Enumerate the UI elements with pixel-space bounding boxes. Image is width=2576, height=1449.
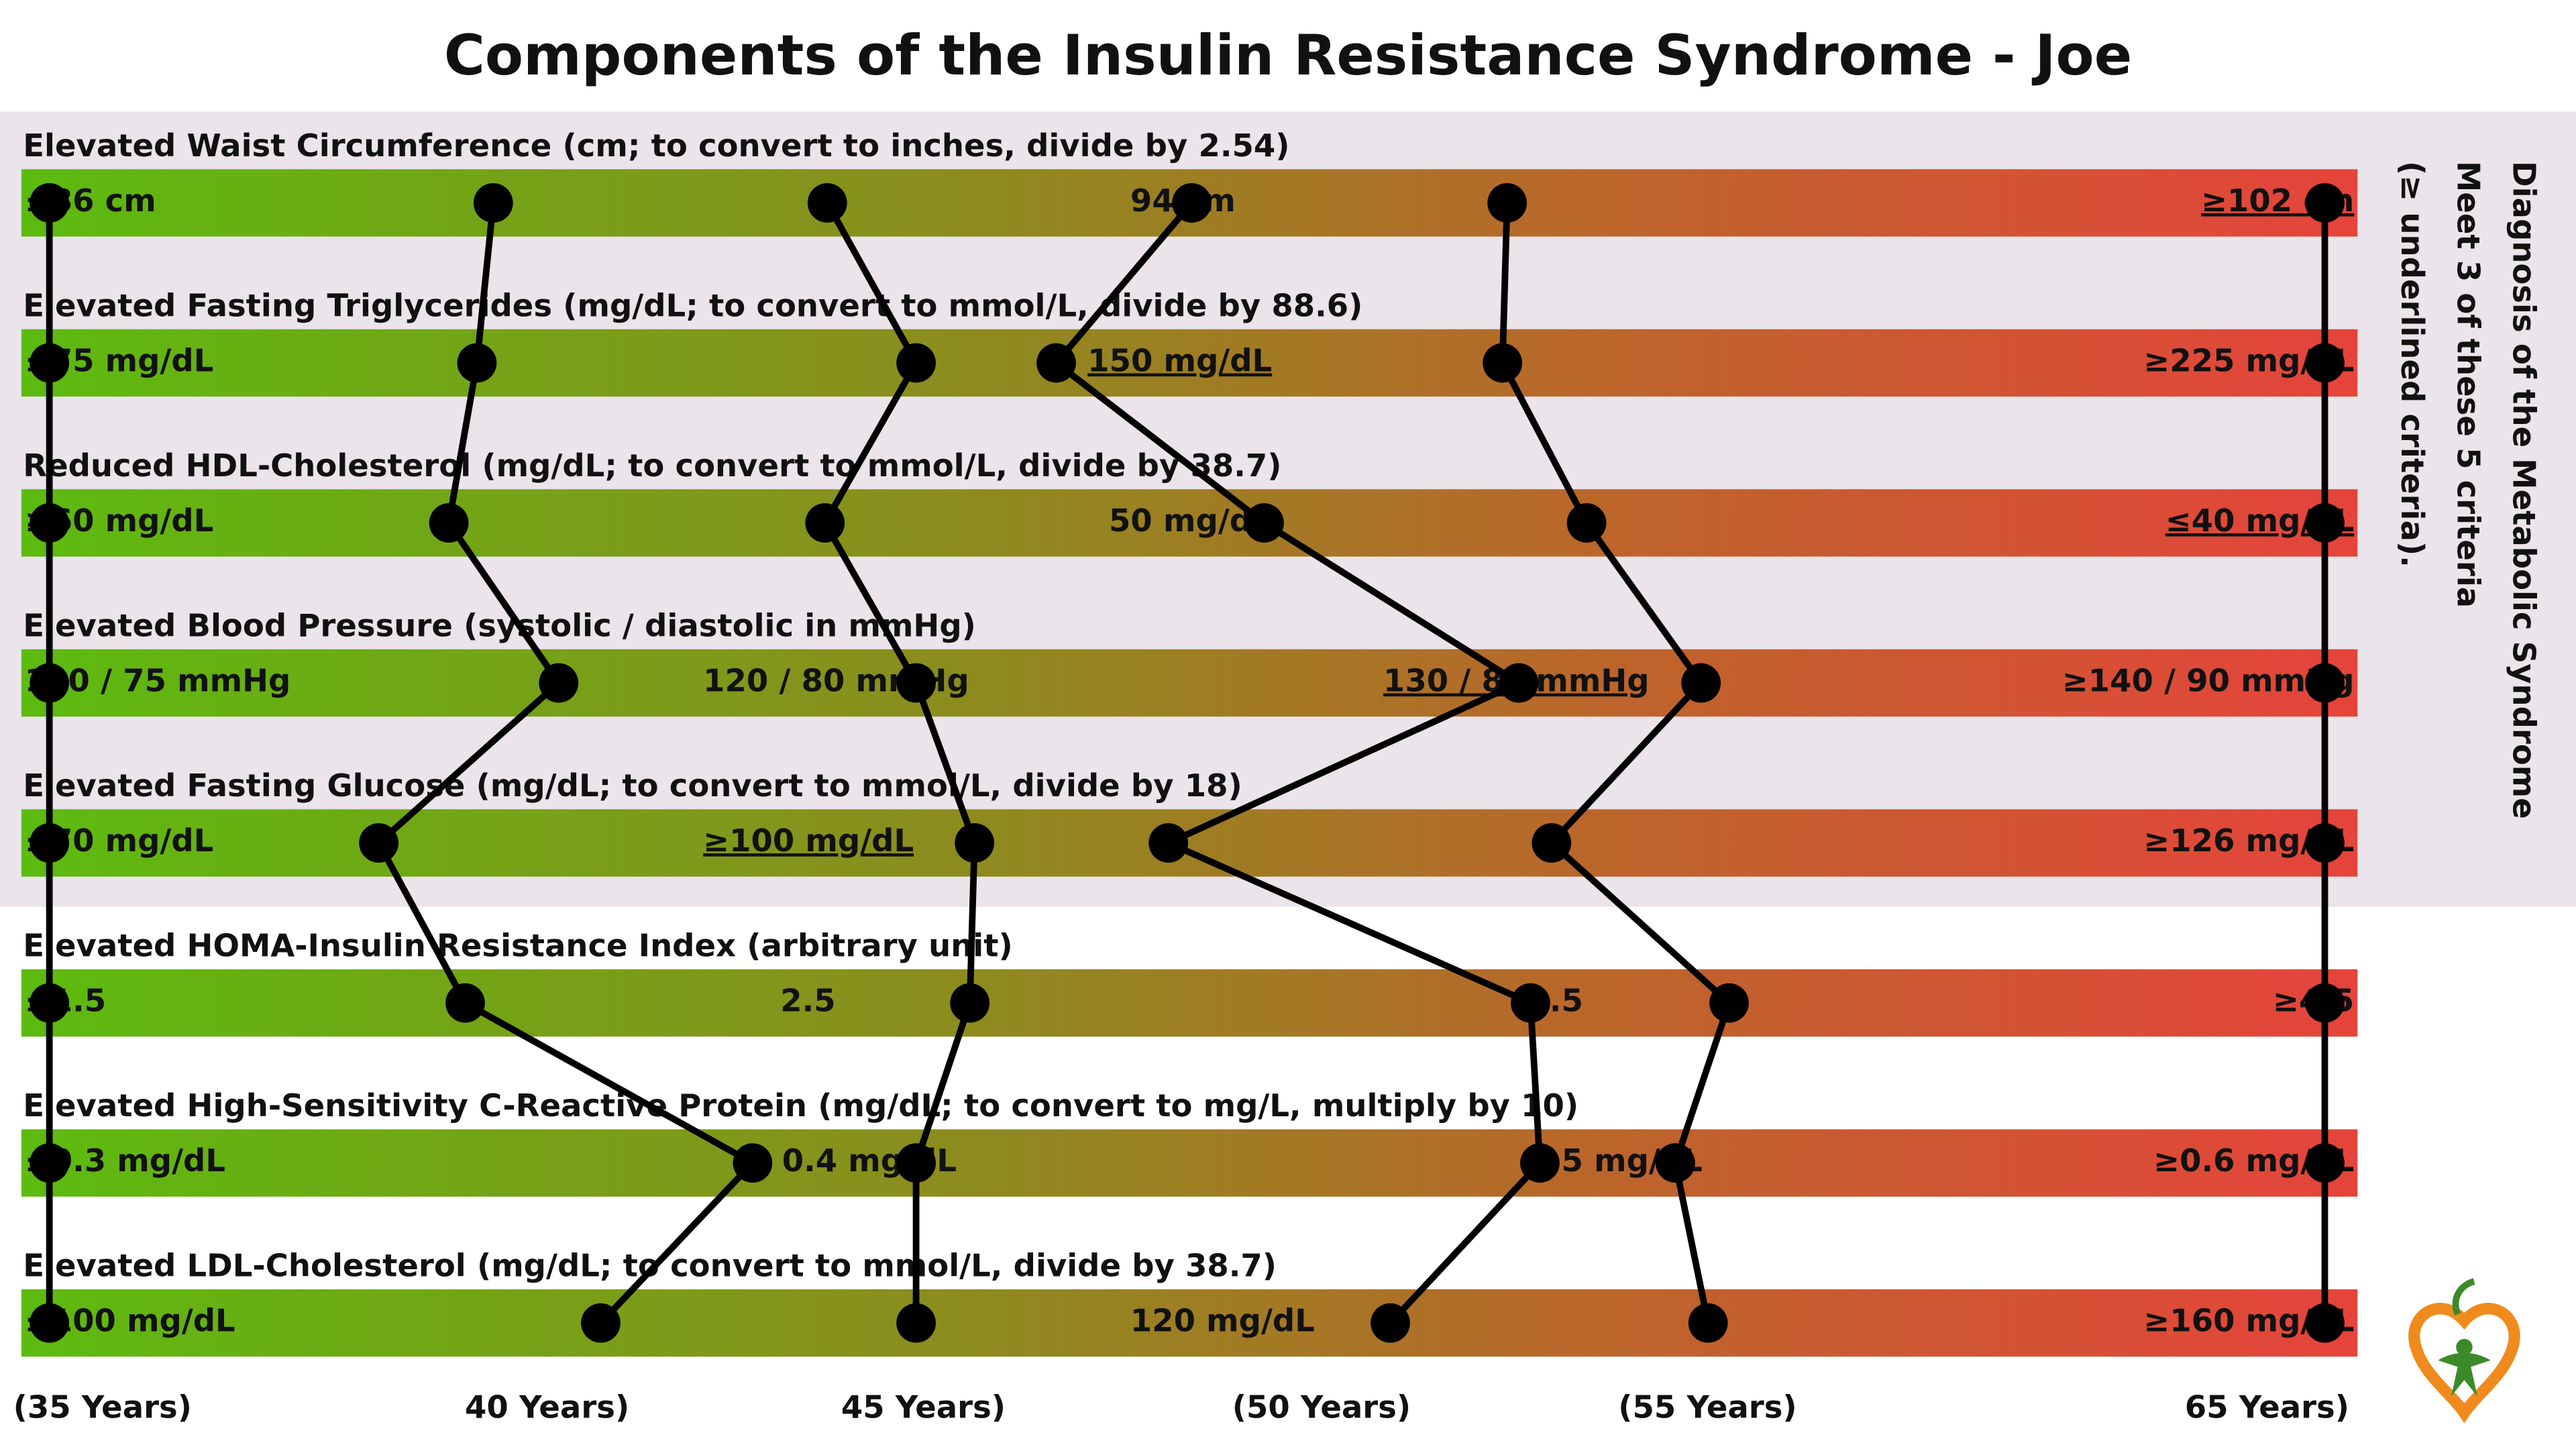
data-point <box>896 663 936 703</box>
threshold-label: 110 / 75 mmHg <box>25 663 291 699</box>
row-label: Elevated High-Sensitivity C-Reactive Pro… <box>23 1087 1578 1124</box>
side-note-line: (≥ underlined criteria). <box>2394 161 2430 568</box>
series-lines <box>30 183 2345 1343</box>
data-point <box>950 983 990 1023</box>
logo <box>2408 1278 2520 1424</box>
rows: Elevated Waist Circumference (cm; to con… <box>21 127 2358 1357</box>
logo-figure <box>2438 1352 2491 1397</box>
data-point <box>2305 1143 2345 1183</box>
data-point <box>896 1143 936 1183</box>
gradient-bar <box>21 1129 2358 1197</box>
chart-title: Components of the Insulin Resistance Syn… <box>444 23 2132 88</box>
data-point <box>30 1143 70 1183</box>
data-point <box>30 503 70 543</box>
logo-stem <box>2452 1278 2475 1316</box>
data-point <box>1371 1303 1410 1343</box>
data-point <box>1656 1143 1695 1183</box>
data-point <box>1532 823 1572 863</box>
legend-label: (50 Years) <box>1232 1389 1411 1426</box>
data-point <box>896 343 936 383</box>
legend-label: 45 Years) <box>841 1389 1006 1426</box>
row-label: Elevated Waist Circumference (cm; to con… <box>23 127 1289 164</box>
data-point <box>896 1303 936 1343</box>
data-point <box>1709 983 1749 1023</box>
logo-head <box>2456 1338 2473 1356</box>
row-label: Reduced HDL-Cholesterol (mg/dL; to conve… <box>23 447 1281 484</box>
series-line <box>1053 201 1544 1326</box>
legend-label: (35 Years) <box>13 1389 192 1426</box>
row-label: Elevated Fasting Triglycerides (mg/dL; t… <box>23 287 1362 323</box>
data-point <box>1681 663 1721 703</box>
data-point <box>955 823 995 863</box>
data-point <box>2305 823 2345 863</box>
data-point <box>1487 183 1527 223</box>
data-point <box>1148 823 1189 863</box>
age-labels: (35 Years) 40 Years) 45 Years) (50 Years) (5… <box>13 1389 2349 1426</box>
data-point <box>1244 503 1284 543</box>
legend-label: 65 Years) <box>2185 1389 2349 1426</box>
gradient-bar <box>21 649 2358 717</box>
data-point <box>30 983 70 1023</box>
data-point <box>1499 663 1539 703</box>
gradient-bar <box>21 809 2358 877</box>
gradient-bar <box>21 1289 2358 1357</box>
data-point <box>581 1303 621 1343</box>
data-point <box>445 983 485 1023</box>
data-point <box>1172 183 1212 223</box>
data-point <box>30 823 70 863</box>
series-line <box>821 201 978 1324</box>
row-label: Elevated LDL-Cholesterol (mg/dL; to conv… <box>23 1248 1277 1284</box>
side-note-line: Meet 3 of these 5 criteria <box>2450 161 2486 608</box>
data-point <box>1511 983 1550 1023</box>
threshold-label: 150 mg/dL <box>1087 342 1272 378</box>
row-label: Elevated Fasting Glucose (mg/dL; to conv… <box>23 767 1242 804</box>
data-point <box>2305 983 2345 1023</box>
data-point <box>539 663 579 703</box>
side-note-line: Diagnosis of the Metabolic Syndrome <box>2506 161 2542 819</box>
data-point <box>30 183 70 223</box>
data-point <box>2305 1303 2345 1343</box>
row-label: Elevated Blood Pressure (systolic / dias… <box>23 608 976 644</box>
data-point <box>2305 343 2345 383</box>
legend-label: (55 Years) <box>1618 1389 1796 1426</box>
data-point <box>429 503 469 543</box>
data-point <box>1036 343 1076 383</box>
data-point <box>473 183 513 223</box>
gradient-bar <box>21 969 2358 1037</box>
data-point <box>805 503 845 543</box>
gradient-bar <box>21 489 2358 557</box>
logo-heart <box>2408 1303 2520 1424</box>
data-point <box>733 1143 773 1183</box>
threshold-label: ≥100 mg/dL <box>703 822 914 859</box>
series-line <box>1499 203 1733 1324</box>
data-point <box>1483 343 1523 383</box>
data-point <box>2305 503 2345 543</box>
data-point <box>359 823 399 863</box>
data-point <box>2305 183 2345 223</box>
data-point <box>1566 503 1607 543</box>
threshold-label: 120 mg/dL <box>1130 1303 1315 1339</box>
legend-label: 40 Years) <box>465 1389 629 1426</box>
data-point <box>30 663 70 703</box>
data-point <box>807 183 847 223</box>
series-line <box>375 202 756 1326</box>
side-note: Diagnosis of the Metabolic Syndrome Meet … <box>2394 161 2542 819</box>
data-point <box>30 343 70 383</box>
data-point <box>457 343 497 383</box>
data-point <box>1520 1143 1560 1183</box>
data-point <box>30 1303 70 1343</box>
threshold-label: 2.5 <box>780 983 835 1019</box>
data-point <box>1688 1303 1728 1343</box>
data-point <box>2305 663 2345 703</box>
row-label: Elevated HOMA-Insulin Resistance Index (… <box>23 928 1012 964</box>
gradient-bar <box>21 329 2358 397</box>
